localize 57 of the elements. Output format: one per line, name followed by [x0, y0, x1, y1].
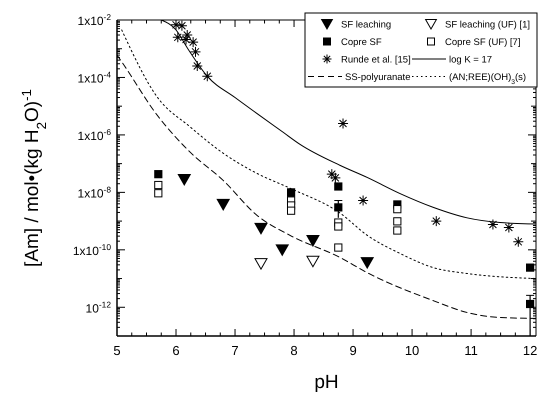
- point: [338, 118, 349, 129]
- x-tick-label: 8: [290, 343, 298, 358]
- point: [330, 172, 341, 184]
- point: [487, 219, 498, 230]
- y-tick-label: 1x10$^{-10}$: [72, 242, 112, 258]
- y-tick-label: 1x10$^{-8}$: [78, 184, 112, 200]
- point: [216, 198, 230, 210]
- point: [306, 235, 320, 247]
- legend-label: (AN;REE)(OH)$_{3}$(s): [449, 72, 526, 86]
- point: [154, 189, 162, 198]
- point: [254, 258, 268, 270]
- point: [192, 60, 203, 72]
- x-tick-label: 10: [404, 343, 420, 358]
- y-tick-label: 1x10$^{-6}$: [78, 126, 112, 143]
- point: [154, 180, 162, 190]
- x-axis-title: pH: [314, 372, 339, 393]
- point: [176, 20, 188, 32]
- point: [393, 217, 402, 226]
- x-tick-label: 5: [113, 343, 121, 358]
- point: [393, 226, 402, 235]
- x-tick-label: 9: [349, 343, 357, 358]
- legend-label: Copre SF: [341, 37, 382, 48]
- point: [503, 222, 514, 233]
- legend-label: Runde et al. [15]: [341, 54, 411, 66]
- point: [334, 243, 342, 252]
- point: [306, 256, 320, 268]
- point: [190, 46, 201, 58]
- point: [334, 182, 342, 191]
- point: [512, 236, 524, 248]
- point: [430, 216, 442, 227]
- x-tick-label: 11: [464, 343, 478, 358]
- x-tick-label: 12: [522, 343, 538, 358]
- point: [286, 206, 296, 215]
- point: [334, 203, 342, 212]
- x-tick-label: 7: [231, 343, 239, 358]
- legend-label: SF leaching: [341, 20, 392, 30]
- point: [526, 264, 534, 272]
- point: [286, 188, 296, 196]
- point: [154, 170, 162, 178]
- legend-label: SF leaching (UF) [1]: [445, 20, 530, 30]
- point: [358, 195, 369, 206]
- x-tick-label: 6: [172, 343, 180, 358]
- y-tick-label: 1x10$^{-2}$: [78, 12, 112, 28]
- y-tick-label: 10$^{-12}$: [86, 299, 112, 316]
- point: [326, 168, 338, 180]
- legend-label: log K = 17: [449, 54, 492, 66]
- point: [334, 222, 342, 231]
- point: [188, 36, 199, 48]
- point: [360, 257, 374, 269]
- legend-label: SS-polyuranate: [345, 72, 410, 83]
- point: [202, 70, 213, 82]
- point: [393, 205, 402, 214]
- point: [178, 174, 191, 186]
- y-tick-label: 1x10$^{-4}$: [78, 69, 112, 86]
- point: [276, 244, 289, 256]
- point: [254, 222, 268, 234]
- legend-label: Copre SF (UF) [7]: [445, 37, 520, 48]
